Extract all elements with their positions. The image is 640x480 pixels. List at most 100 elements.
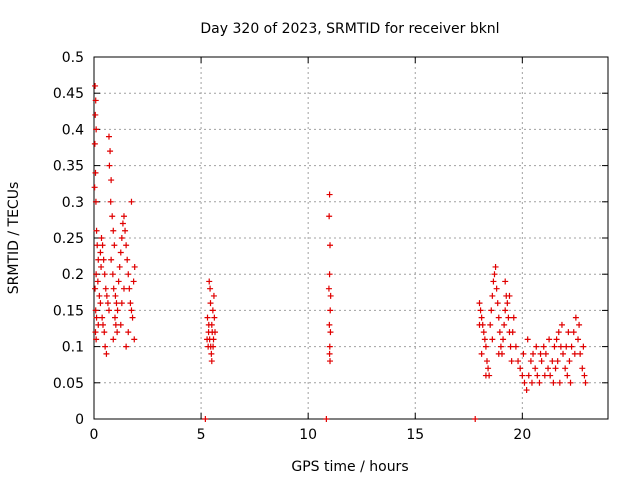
data-point: [485, 365, 492, 372]
data-point: [509, 329, 516, 336]
data-point: [92, 111, 99, 118]
data-point: [550, 379, 557, 386]
data-point: [327, 307, 334, 314]
data-point: [104, 300, 111, 307]
grid-lines: [94, 57, 608, 419]
data-point: [487, 321, 494, 328]
data-point: [500, 336, 507, 343]
data-point: [211, 314, 218, 321]
data-point: [101, 271, 108, 278]
data-point: [97, 300, 104, 307]
data-point: [571, 350, 578, 357]
data-point: [502, 278, 509, 285]
data-point: [564, 372, 571, 379]
data-point: [94, 278, 101, 285]
data-point: [326, 271, 333, 278]
y-tick-label: 0.5: [62, 50, 84, 66]
data-point: [504, 300, 511, 307]
data-point: [577, 350, 584, 357]
data-point: [492, 263, 499, 270]
data-point: [480, 329, 487, 336]
data-points: [91, 82, 589, 422]
data-point: [326, 343, 333, 350]
data-point: [572, 314, 579, 321]
data-point: [489, 336, 496, 343]
data-point: [98, 235, 105, 241]
data-point: [92, 329, 99, 336]
data-point: [92, 285, 99, 292]
y-tick-label: 0: [75, 412, 84, 428]
data-point: [505, 314, 512, 321]
x-tick-label: 20: [513, 427, 531, 443]
data-point: [493, 285, 500, 292]
data-point: [105, 307, 112, 314]
data-point: [93, 336, 100, 343]
data-point: [495, 350, 502, 357]
data-point: [102, 285, 109, 292]
data-point: [120, 285, 127, 292]
data-point: [207, 285, 214, 292]
data-point: [92, 169, 99, 176]
data-point: [107, 198, 114, 205]
data-point: [327, 329, 334, 336]
data-point: [130, 278, 137, 285]
x-tick-label: 10: [299, 427, 317, 443]
data-point: [210, 343, 217, 350]
data-point: [510, 314, 517, 321]
data-point: [202, 416, 209, 422]
data-point: [326, 350, 333, 357]
data-point: [478, 314, 485, 321]
data-point: [497, 343, 504, 350]
data-point: [567, 379, 574, 386]
y-tick-label: 0.15: [53, 303, 84, 319]
data-point: [110, 227, 117, 234]
y-tick-label: 0.05: [53, 376, 84, 392]
data-point: [128, 307, 135, 314]
data-point: [581, 372, 588, 379]
data-point: [111, 314, 118, 321]
data-point: [107, 148, 114, 155]
data-point: [519, 372, 526, 379]
data-point: [560, 350, 567, 357]
data-point: [532, 365, 539, 372]
data-point: [494, 300, 501, 307]
data-point: [119, 220, 126, 227]
data-point: [99, 242, 106, 249]
data-point: [212, 329, 219, 336]
data-point: [536, 379, 543, 386]
data-point: [545, 365, 552, 372]
data-point: [472, 416, 479, 422]
data-point: [94, 242, 101, 249]
data-point: [209, 307, 216, 314]
data-point: [120, 213, 127, 220]
data-point: [558, 321, 565, 328]
data-point: [128, 198, 135, 205]
data-point: [93, 271, 100, 278]
data-point: [525, 372, 532, 379]
y-tick-label: 0.4: [62, 122, 84, 138]
data-point: [530, 350, 537, 357]
data-point: [129, 314, 136, 321]
data-point: [102, 343, 109, 350]
x-tick-label: 5: [197, 427, 206, 443]
data-point: [114, 307, 121, 314]
data-point: [327, 242, 334, 249]
data-point: [570, 329, 577, 336]
data-point: [208, 350, 215, 357]
data-point: [523, 387, 530, 394]
data-point: [126, 285, 133, 292]
data-point: [325, 285, 332, 292]
data-point: [552, 365, 559, 372]
data-point: [476, 300, 483, 307]
data-point: [575, 336, 582, 343]
data-point: [131, 336, 138, 343]
data-point: [478, 350, 485, 357]
data-point: [99, 321, 106, 328]
data-point: [103, 350, 110, 357]
data-point: [204, 336, 211, 343]
data-point: [131, 263, 138, 270]
data-point: [495, 314, 502, 321]
data-point: [568, 343, 575, 350]
data-point: [528, 379, 535, 386]
data-point: [108, 256, 115, 263]
